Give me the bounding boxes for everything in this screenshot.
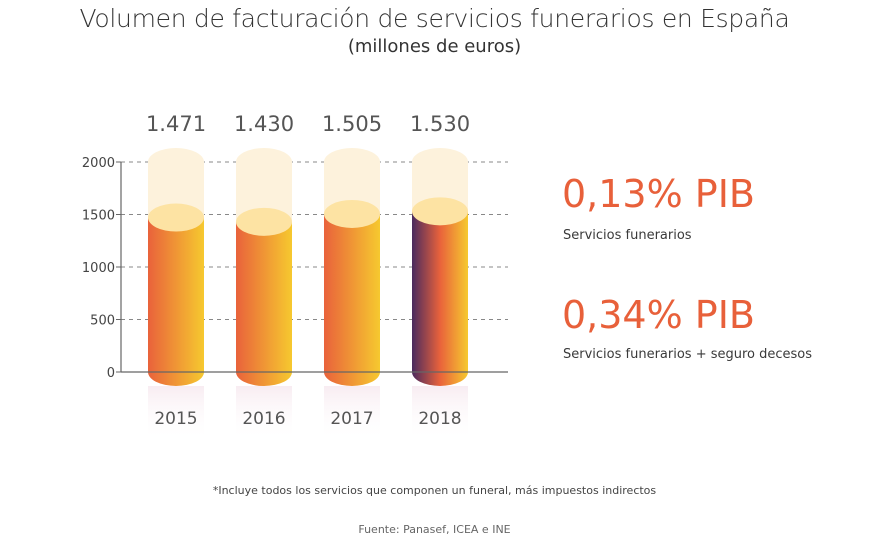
stat-value-gdp-funeral-insurance: 0,34% PIB [562, 293, 755, 337]
footnote: *Incluye todos los servicios que compone… [212, 484, 657, 497]
data-label: 1.471 [146, 112, 206, 136]
bar-2017 [324, 148, 380, 442]
labels: 0 500 1000 1500 2000 1.471 2015 1.430 2016 1.505 2… [82, 112, 470, 429]
y-tick-label: 0 [107, 366, 115, 381]
bar-body [236, 221, 292, 372]
data-label: 1.505 [322, 112, 382, 136]
bar-body [148, 217, 204, 372]
bar-reflection [236, 386, 292, 442]
bar-top [148, 203, 204, 232]
bars [148, 148, 468, 442]
x-tick-label: 2018 [418, 409, 461, 429]
data-label: 1.430 [234, 112, 294, 136]
y-tick-label: 1500 [82, 209, 115, 224]
chart-subtitle: (millones de euros) [347, 36, 522, 57]
bar-2018 [412, 148, 468, 442]
bar-body [324, 213, 380, 372]
bar-2015 [148, 148, 204, 442]
bar-2016 [236, 148, 292, 442]
bar-top [236, 207, 292, 236]
bar-reflection [324, 386, 380, 442]
source-note: Fuente: Panasef, ICEA e INE [358, 523, 511, 536]
bar-top [412, 197, 468, 226]
bar-ghost-top [412, 148, 468, 176]
y-tick-label: 2000 [82, 156, 115, 171]
chart-title: Volumen de facturación de servicios fune… [79, 4, 790, 33]
x-tick-label: 2017 [330, 409, 373, 429]
stat-label-gdp-funeral: Servicios funerarios [563, 228, 692, 243]
x-tick-label: 2015 [154, 409, 197, 429]
bar-reflection [148, 386, 204, 442]
bar-body [412, 211, 468, 372]
bar-ghost-top [324, 148, 380, 176]
data-label: 1.530 [410, 112, 470, 136]
bar-ghost-top [148, 148, 204, 176]
bar-reflection [412, 386, 468, 442]
stat-label-gdp-funeral-insurance: Servicios funerarios + seguro decesos [563, 347, 813, 362]
stat-value-gdp-funeral: 0,13% PIB [562, 172, 755, 216]
x-tick-label: 2016 [242, 409, 285, 429]
y-tick-label: 1000 [82, 261, 115, 276]
y-tick-label: 500 [90, 314, 115, 329]
y-axis [116, 161, 508, 373]
bar-top [324, 199, 380, 228]
bar-ghost-top [236, 148, 292, 176]
